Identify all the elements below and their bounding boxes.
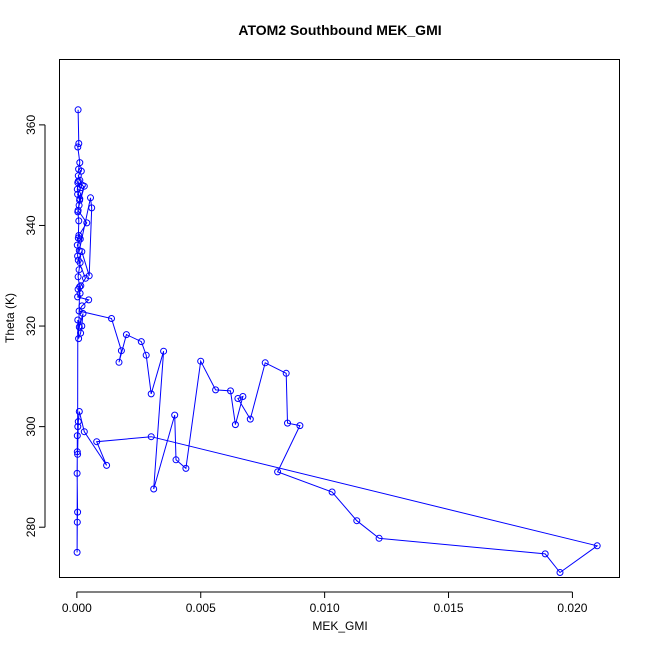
data-point — [87, 194, 94, 202]
data-point — [160, 347, 168, 355]
data-point — [79, 310, 87, 317]
data-point — [171, 411, 179, 419]
data-point — [117, 347, 125, 355]
data-point — [234, 395, 242, 402]
x-tick-label: 0.015 — [434, 601, 464, 615]
data-point — [80, 428, 88, 436]
data-point — [74, 252, 82, 260]
series-line — [76, 109, 599, 574]
data-point — [76, 283, 84, 291]
data-point — [78, 248, 86, 256]
data-point — [246, 415, 254, 423]
data-point — [261, 359, 269, 367]
y-tick-label: 340 — [24, 215, 38, 235]
data-point — [593, 542, 601, 550]
data-point — [556, 569, 564, 576]
x-tick-label: 0.010 — [310, 601, 340, 615]
data-point — [74, 450, 82, 458]
data-point — [122, 331, 130, 339]
data-point — [74, 208, 82, 216]
data-point — [73, 518, 81, 526]
x-tick-label: 0.020 — [557, 601, 587, 615]
data-point — [541, 550, 549, 558]
data-point — [74, 106, 82, 114]
data-point — [375, 534, 383, 542]
data-point — [197, 357, 205, 365]
data-point — [74, 316, 82, 324]
data-point — [150, 485, 158, 493]
data-point — [74, 508, 82, 516]
data-point — [142, 351, 150, 359]
data-point — [353, 517, 361, 525]
data-point — [82, 274, 89, 282]
data-point — [147, 390, 155, 398]
data-point — [75, 335, 83, 343]
data-point — [74, 177, 82, 185]
data-point — [115, 358, 123, 366]
data-point — [85, 296, 93, 304]
data-point — [76, 259, 84, 267]
y-tick-label: 360 — [24, 115, 38, 135]
data-point — [76, 195, 84, 203]
data-point — [75, 408, 83, 415]
data-point — [74, 143, 82, 151]
data-point — [284, 419, 291, 427]
data-point — [76, 159, 84, 167]
data-point — [227, 387, 234, 395]
data-point — [75, 140, 83, 147]
data-point — [103, 461, 111, 469]
data-point — [74, 293, 82, 301]
data-point — [147, 433, 155, 441]
data-point — [137, 338, 145, 346]
data-point — [75, 201, 83, 209]
x-axis: 0.000 0.005 0.010 0.015 0.020 — [62, 591, 588, 615]
data-point — [75, 266, 83, 274]
data-point — [78, 322, 86, 330]
x-tick-label: 0.000 — [62, 601, 92, 615]
data-point — [75, 217, 83, 225]
y-tick-label: 280 — [24, 517, 38, 537]
data-point — [74, 273, 82, 281]
plot-frame — [59, 59, 620, 578]
data-layer — [73, 106, 601, 576]
data-point — [73, 448, 81, 456]
data-point — [328, 488, 336, 496]
data-point — [231, 421, 239, 429]
y-tick-label: 300 — [24, 416, 38, 436]
data-point — [108, 315, 115, 322]
data-point — [282, 369, 290, 377]
data-point — [172, 456, 180, 464]
data-point — [80, 182, 88, 190]
y-axis: 280 300 320 340 360 — [24, 115, 46, 537]
data-point — [78, 302, 86, 310]
data-point — [93, 438, 101, 446]
data-point — [77, 184, 85, 192]
data-point — [88, 204, 96, 212]
y-axis-title: Theta (K) — [3, 293, 17, 343]
data-point — [83, 219, 91, 227]
x-axis-title: MEK_GMI — [312, 619, 367, 633]
data-point — [182, 464, 190, 472]
data-point — [75, 232, 83, 239]
chart-title: ATOM2 Southbound MEK_GMI — [238, 22, 441, 38]
data-point — [74, 423, 82, 431]
y-tick-label: 320 — [24, 316, 38, 336]
data-point — [73, 432, 81, 440]
data-point — [212, 386, 220, 394]
data-point — [274, 468, 282, 476]
data-point — [73, 548, 81, 556]
data-point — [73, 469, 81, 477]
data-point — [296, 422, 304, 430]
data-point — [74, 234, 82, 242]
x-tick-label: 0.005 — [186, 601, 216, 615]
data-point — [73, 185, 81, 193]
data-point — [74, 418, 82, 426]
